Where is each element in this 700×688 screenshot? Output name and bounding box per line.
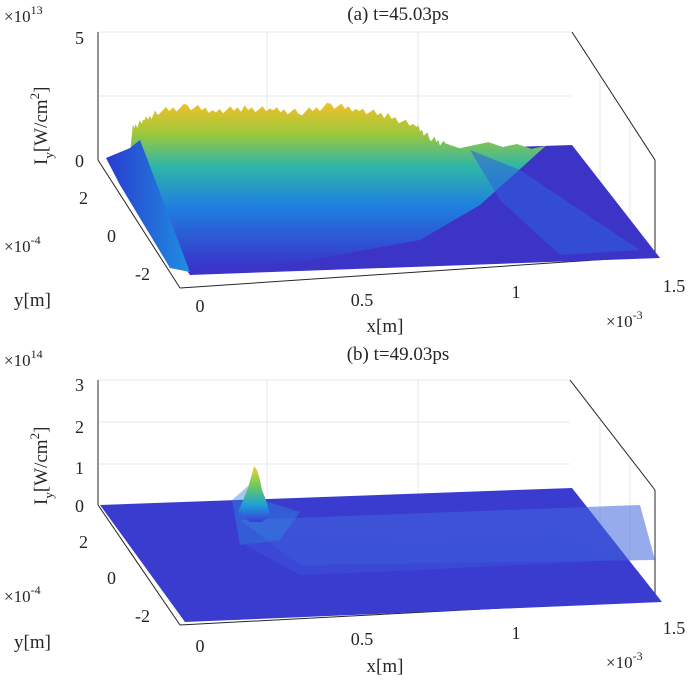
panel-a-x-exponent: ×10-3 [606,308,643,331]
panel-b-x-exponent: ×10-3 [606,649,643,672]
panel-b: (b) t=49.03ps 3 2 1 0 ×1014 Iy[W/cm2] 2 … [4,344,685,677]
panel-b-y-exponent: ×10-4 [4,583,41,606]
panel-a-x-label: x[m] [367,316,404,337]
panel-a-y-label: y[m] [14,290,51,311]
panel-a-z-tick-0: 0 [75,151,84,171]
panel-b-z-tick-0: 0 [75,496,84,516]
panel-b-y-axis [97,504,181,626]
panel-a-x-tick-1: 1 [512,282,521,302]
panel-a-x-tick-0: 0 [196,296,205,316]
panel-a-z-label: Iy[W/cm2] [27,87,56,165]
panel-b-y-tick-2: 2 [79,532,88,552]
panel-b-x-label: x[m] [367,656,404,677]
panel-b-y-tick-0: 0 [107,568,116,588]
panel-b-x-tick-0-5: 0.5 [351,629,374,649]
panel-b-z-tick-3: 3 [75,375,84,395]
panel-b-y-tick-neg2: -2 [135,606,150,626]
panel-b-x-tick-1: 1 [512,623,521,643]
panel-b-x-tick-0: 0 [196,636,205,656]
panel-a-z-tick-5: 5 [75,28,84,48]
panel-b-title: (b) t=49.03ps [347,344,450,365]
panel-a: (a) t=45.03ps 5 0 ×1013 Iy[W/cm2] 2 0 -2… [4,3,685,337]
panel-b-z-tick-1: 1 [75,458,84,478]
panel-a-y-tick-2: 2 [79,188,88,208]
panel-a-y-tick-neg2: -2 [135,264,150,284]
panel-a-x-tick-0-5: 0.5 [351,290,374,310]
panel-b-z-tick-2: 2 [75,417,84,437]
panel-a-y-exponent: ×10-4 [4,233,41,256]
panel-a-x-axis [179,255,656,289]
panel-b-z-label: Iy[W/cm2] [27,427,56,505]
panel-b-y-label: y[m] [14,632,51,653]
panel-a-x-tick-1-5: 1.5 [663,276,686,296]
panel-b-x-tick-1-5: 1.5 [663,618,686,638]
panel-a-y-tick-0: 0 [107,226,116,246]
panel-b-z-exponent: ×1014 [4,347,43,370]
panel-a-z-exponent: ×1013 [4,3,43,26]
panel-a-y-axis [97,159,181,289]
panel-a-title: (a) t=45.03ps [347,4,448,25]
